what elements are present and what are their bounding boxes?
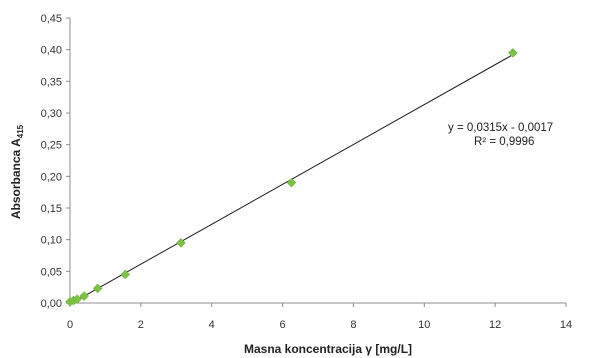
data-point [72,294,82,305]
y-tick-label: 0,40 [41,45,62,57]
data-point [120,269,131,280]
y-axis-title-subscript: 415 [16,124,25,138]
y-axis-ticks: 0,00 0,05 0,10 0,15 0,20 0,25 0,30 0,35 0,40 0,45 [41,13,70,310]
y-tick-label: 0,00 [41,298,62,310]
y-tick-label: 0,35 [41,76,62,88]
y-tick-label: 0,10 [41,235,62,247]
svg-text:Absorbanca A415: Absorbanca A415 [9,124,25,219]
data-points [65,47,518,307]
x-tick-label: 12 [489,319,501,331]
data-point [286,177,297,188]
data-point [92,283,103,294]
r-squared-label: R² = 0,9996 [474,136,534,148]
data-point [176,237,186,248]
x-tick-label: 10 [418,319,430,331]
y-axis-title: Absorbanca A415 [9,124,25,219]
x-tick-label: 6 [280,319,286,331]
x-tick-label: 0 [67,319,73,331]
trendline-equation: y = 0,0315x - 0,0017 [448,122,553,134]
y-tick-label: 0,30 [41,108,62,120]
x-tick-label: 4 [209,319,215,331]
x-tick-label: 2 [138,319,144,331]
data-point [79,291,90,301]
y-tick-label: 0,25 [41,140,62,152]
x-tick-label: 8 [350,319,356,331]
x-axis-title: Masna koncentracija γ [mg/L] [244,342,412,356]
x-axis-ticks: 0 2 4 6 8 10 12 14 [67,303,572,331]
y-tick-label: 0,15 [41,203,62,215]
y-tick-label: 0,05 [41,266,62,278]
data-point [508,47,518,58]
x-tick-label: 14 [560,319,572,331]
y-tick-label: 0,20 [41,171,62,183]
y-axis-title-main: Absorbanca A [9,138,23,219]
y-tick-label: 0,45 [41,13,62,25]
